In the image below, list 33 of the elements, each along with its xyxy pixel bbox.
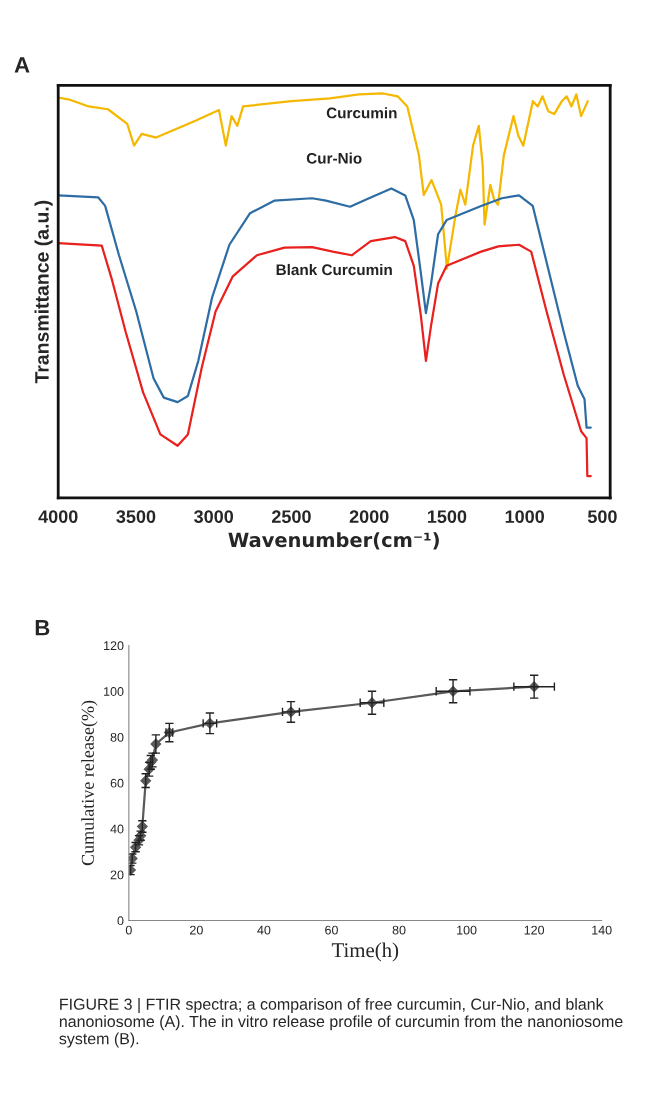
x-tick-label: 3500: [116, 510, 156, 524]
x-tick-label: 80: [392, 925, 406, 935]
x-tick-label: 1500: [427, 510, 467, 524]
y-tick-label: 100: [104, 687, 124, 696]
y-axis-title: Transmittance (a.u.): [34, 200, 53, 384]
x-tick-label: 120: [524, 925, 545, 935]
x-tick-label: 500: [587, 510, 617, 524]
series-label: Blank Curcumin: [276, 263, 392, 276]
y-tick-label: 80: [110, 732, 124, 742]
x-tick-label: 4000: [38, 510, 78, 524]
x-tick-label: 3000: [194, 510, 234, 524]
caption: FIGURE 3 | FTIR spectra; a comparison of free curcumin, Cur-Nio, and blank nanoniosome (A). The in vitro release profile of curcumin from the nanoniosome system (B).: [59, 998, 623, 1048]
y-tick-label: 40: [110, 824, 124, 834]
x-tick-label: 100: [457, 925, 477, 935]
x-axis-title: Time(h): [331, 942, 399, 962]
x-axis-title: Wavenumber(cm⁻¹): [228, 532, 439, 550]
x-tick-label: 1000: [505, 510, 545, 524]
text: Cur-Nio: [306, 152, 362, 164]
x-tick-label: 60: [325, 925, 338, 935]
chart-title: B: [35, 620, 50, 636]
x-tick-label: 140: [592, 925, 612, 935]
y-tick-label: 60: [110, 778, 124, 788]
y-tick-label: 120: [104, 641, 124, 651]
y-axis-title: Cumulative release(%): [81, 700, 98, 866]
x-tick-label: 2500: [271, 510, 311, 524]
x-tick-label: 2000: [349, 510, 389, 524]
y-tick-label: 0: [117, 916, 124, 926]
series-label: Curcumin: [326, 107, 397, 119]
chart-title: A: [14, 57, 30, 73]
x-tick-label: 20: [190, 925, 203, 935]
x-tick-label: 0: [125, 925, 132, 935]
y-tick-label: 20: [110, 870, 124, 880]
x-tick-label: 40: [257, 925, 271, 935]
